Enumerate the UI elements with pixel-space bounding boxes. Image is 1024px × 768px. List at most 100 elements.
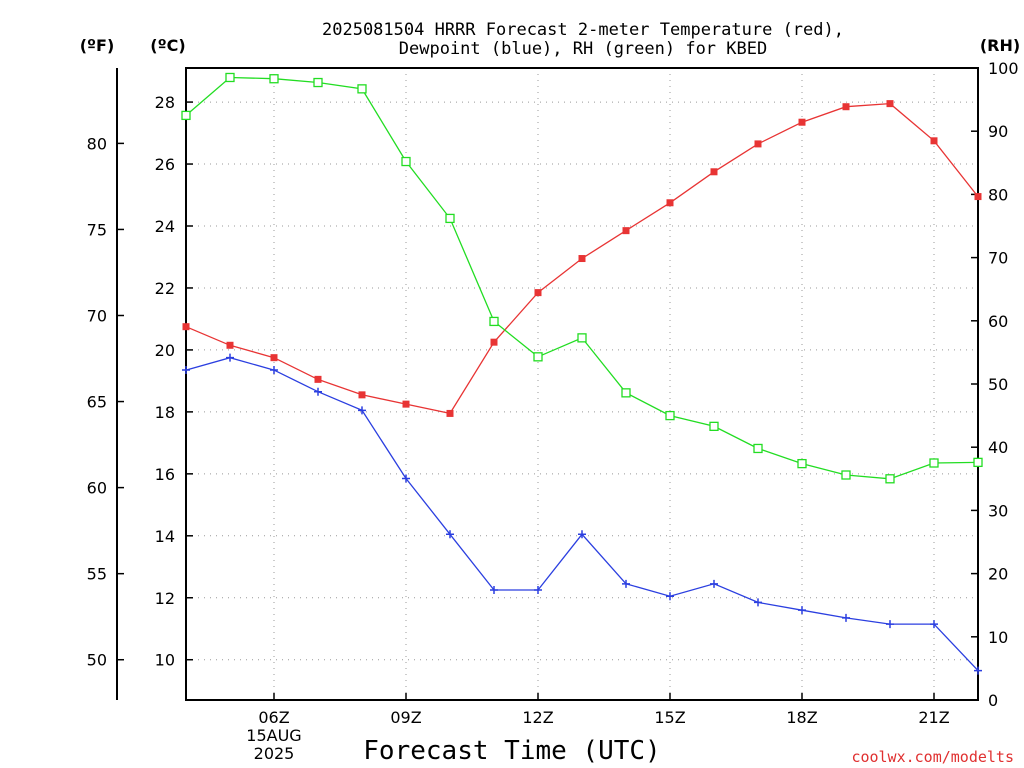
rh-point: [445, 213, 455, 224]
dewpoint-point: [314, 387, 322, 396]
rh-point: [709, 421, 719, 431]
celsius-tick-label: 14: [155, 527, 175, 546]
rh-tick-label: 10: [988, 628, 1008, 647]
dewpoint-point: [490, 586, 498, 595]
rh-point: [665, 410, 675, 421]
rh-point: [841, 470, 851, 480]
rh-tick-label: 90: [988, 122, 1008, 141]
rh-point: [753, 443, 763, 454]
temperature-point: [358, 391, 366, 399]
tick-labels: 10 12 14 16 18 20 22 24 26 28 50 55 60 65 70 75 80 0 10 20 3…: [87, 59, 1019, 763]
rh-tick-label: 60: [988, 312, 1008, 331]
chart-title-line2: Dewpoint (blue), RH (green) for KBED: [399, 39, 767, 59]
dewpoint-point: [930, 620, 938, 629]
celsius-unit-label: (ºC): [150, 36, 185, 55]
fahrenheit-tick-label: 60: [87, 479, 107, 498]
rh-point: [577, 333, 587, 343]
temperature-point: [314, 375, 322, 383]
rh-point: [797, 458, 807, 469]
x-tick-label: 18Z: [786, 708, 817, 727]
rh-point: [489, 316, 499, 327]
celsius-tick-label: 12: [155, 589, 175, 608]
x-date-label: 15AUG: [246, 726, 301, 745]
celsius-tick-label: 22: [155, 279, 175, 298]
temperature-point: [446, 409, 454, 417]
dewpoint-point: [358, 406, 366, 415]
dewpoint-point: [446, 530, 454, 539]
fahrenheit-tick-label: 75: [87, 220, 107, 239]
fahrenheit-tick-label: 50: [87, 651, 107, 670]
rh-point: [225, 72, 235, 83]
temperature-point: [974, 193, 982, 201]
dewpoint-point: [798, 606, 806, 615]
dewpoint-point: [534, 586, 542, 595]
x-axis-label: Forecast Time (UTC): [363, 736, 660, 766]
fahrenheit-tick-label: 55: [87, 565, 107, 584]
temperature-point: [226, 341, 234, 349]
dewpoint-point: [270, 366, 278, 375]
dewpoint-line: [185, 357, 979, 672]
rh-point: [313, 77, 323, 88]
rh-tick-label: 50: [988, 375, 1008, 394]
temperature-point: [578, 255, 586, 263]
dewpoint-point: [622, 579, 630, 588]
chart-title-line1: 2025081504 HRRR Forecast 2-meter Tempera…: [322, 20, 844, 40]
temperature-point: [490, 338, 498, 346]
series-lines: [185, 76, 979, 672]
dewpoint-point: [226, 353, 234, 362]
rh-tick-label: 40: [988, 438, 1008, 457]
rh-point: [401, 156, 411, 167]
x-tick-label: 21Z: [918, 708, 949, 727]
x-tick-label: 09Z: [390, 708, 421, 727]
axes: [116, 67, 979, 701]
temperature-point: [402, 400, 410, 408]
temperature-point: [842, 103, 850, 111]
dewpoint-point: [974, 666, 982, 675]
rh-tick-label: 70: [988, 249, 1008, 268]
temperature-point: [930, 137, 938, 145]
fahrenheit-tick-label: 80: [87, 134, 107, 153]
rh-tick-label: 100: [988, 59, 1019, 78]
fahrenheit-tick-label: 70: [87, 306, 107, 325]
rh-unit-label: (RH): [980, 36, 1020, 55]
celsius-tick-label: 26: [155, 155, 175, 174]
temperature-point: [710, 168, 718, 176]
fahrenheit-unit-label: (ºF): [80, 36, 115, 55]
rh-point: [357, 84, 367, 94]
celsius-tick-label: 16: [155, 465, 175, 484]
dewpoint-point: [182, 366, 190, 375]
celsius-tick-label: 20: [155, 341, 175, 360]
dewpoint-point: [886, 620, 894, 629]
temperature-point: [182, 323, 190, 331]
rh-tick-label: 80: [988, 185, 1008, 204]
x-tick-label: 15Z: [654, 708, 685, 727]
rh-point: [269, 74, 279, 84]
temperature-point: [270, 354, 278, 362]
rh-point: [621, 388, 631, 398]
temperature-point: [534, 289, 542, 297]
plot-frame: [185, 67, 979, 701]
rh-tick-label: 20: [988, 565, 1008, 584]
series-markers: [181, 72, 983, 675]
celsius-tick-label: 10: [155, 651, 175, 670]
rh-point: [973, 457, 983, 468]
rh-point: [929, 458, 939, 468]
temperature-point: [666, 199, 674, 207]
rh-tick-label: 0: [988, 691, 998, 710]
dewpoint-point: [842, 613, 850, 622]
temperature-point: [622, 227, 630, 235]
x-date-label: 2025: [254, 744, 295, 763]
fahrenheit-tick-label: 65: [87, 393, 107, 412]
rh-point: [181, 110, 191, 121]
temperature-point: [798, 118, 806, 126]
rh-point: [885, 474, 895, 484]
x-tick-label: 06Z: [258, 708, 289, 727]
grid-lines: [186, 68, 978, 700]
dewpoint-point: [754, 598, 762, 607]
credit-text: coolwx.com/modelts: [851, 748, 1014, 766]
celsius-tick-label: 18: [155, 403, 175, 422]
dewpoint-point: [666, 592, 674, 601]
dewpoint-point: [402, 474, 410, 483]
rh-point: [533, 352, 543, 362]
